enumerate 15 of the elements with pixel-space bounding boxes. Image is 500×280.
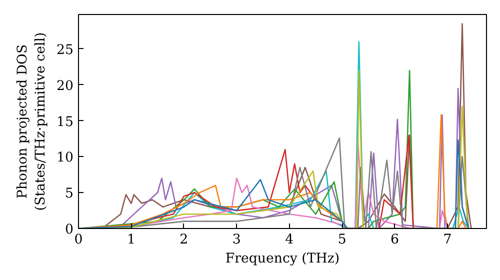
x-tick-label: 2 [180, 232, 188, 248]
x-axis-title: Frequency (THz) [225, 252, 340, 266]
x-tick-label: 3 [232, 232, 241, 248]
y-tick-label: 10 [56, 150, 74, 166]
x-tick-label: 1 [126, 232, 136, 248]
y-tick-label: 5 [65, 186, 74, 202]
x-tick-label: 5 [338, 232, 346, 248]
y-axis-title: Phonon projected DOS (States/THz·primitive cell) [16, 32, 49, 211]
y-tick-label: 15 [56, 114, 74, 130]
x-tick-label: 4 [285, 232, 294, 248]
x-tick-label: 6 [390, 232, 400, 248]
y-tick-label: 25 [56, 42, 74, 58]
y-tick-label: 20 [56, 78, 74, 94]
x-tick-label: 7 [443, 232, 452, 248]
y-tick-label: 0 [65, 222, 74, 238]
